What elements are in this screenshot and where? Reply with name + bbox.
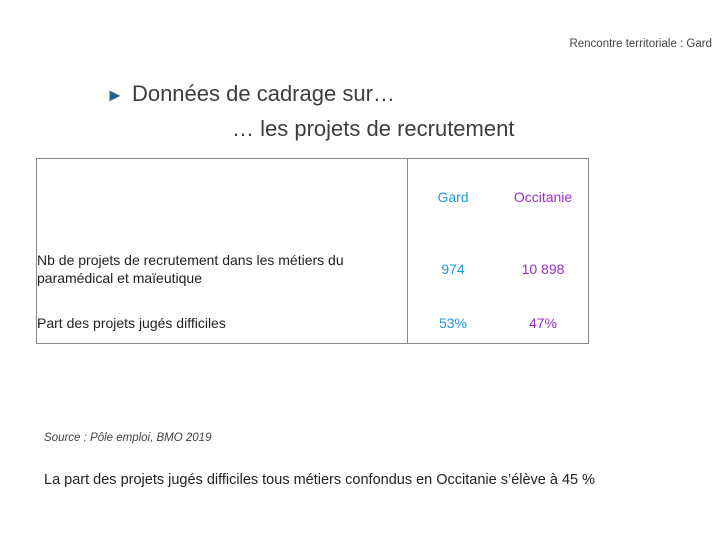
title-line-2: … les projets de recrutement — [232, 116, 515, 141]
table-row: Nb de projets de recrutement dans les mé… — [36, 235, 589, 303]
header-label: Rencontre territoriale : Gard — [569, 38, 712, 50]
cell-occitanie: 10 898 — [498, 235, 589, 303]
source-note: Source : Pôle emploi, BMO 2019 — [44, 432, 212, 444]
table-header-row: Gard Occitanie — [36, 158, 589, 235]
table-row: Part des projets jugés difficiles 53% 47… — [36, 303, 589, 344]
footnote: La part des projets jugés difficiles tou… — [44, 472, 596, 488]
column-header-occitanie: Occitanie — [498, 158, 589, 235]
cell-occitanie: 47% — [498, 303, 589, 344]
cell-gard: 974 — [441, 261, 465, 277]
row-label: Nb de projets de recrutement dans les mé… — [36, 235, 408, 303]
title-line-1: Données de cadrage sur… — [131, 81, 395, 106]
table-corner-cell — [36, 158, 408, 235]
data-table: Gard Occitanie Nb de projets de recrutem… — [36, 158, 589, 344]
column-header-gard: Gard — [407, 158, 498, 235]
slide-title: ► Données de cadrage sur… … les projets … — [106, 76, 514, 141]
row-label: Part des projets jugés difficiles — [36, 303, 408, 344]
cell-gard: 53% — [407, 303, 498, 344]
triangle-bullet-icon: ► — [106, 85, 124, 105]
